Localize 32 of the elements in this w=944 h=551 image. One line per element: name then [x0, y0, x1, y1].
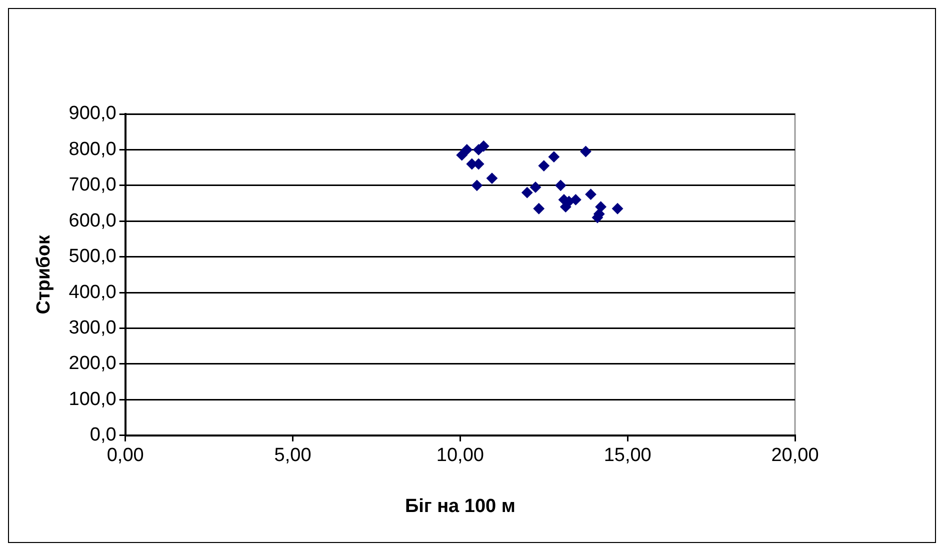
x-tick-label: 15,00: [604, 445, 652, 466]
point: [478, 140, 490, 152]
point: [555, 180, 566, 191]
y-tick-label: 200,0: [68, 353, 116, 374]
point: [533, 203, 544, 214]
y-tick-label: 100,0: [68, 388, 116, 410]
y-tick-label: 900,0: [68, 103, 116, 124]
x-tick-label: 0,00: [106, 445, 144, 466]
point: [585, 188, 596, 200]
point: [538, 160, 550, 172]
y-tick-label: 700,0: [68, 174, 116, 196]
y-tick-label: 800,0: [68, 138, 116, 160]
y-tick-label: 0,0: [90, 424, 116, 446]
point: [530, 182, 542, 193]
y-tick-label: 400,0: [68, 282, 116, 303]
y-tick-label: 300,0: [68, 318, 116, 338]
point: [522, 187, 533, 198]
point: [456, 150, 468, 161]
point: [548, 151, 560, 162]
x-tick-label: 10,00: [436, 445, 484, 466]
y-axis-title: Стрибок: [34, 234, 55, 314]
x-tick-label: 5,00: [274, 445, 312, 466]
point: [471, 180, 482, 191]
point: [461, 144, 472, 156]
x-tick-label: 20,00: [771, 445, 819, 466]
x-axis-title: Біг на 100 м: [404, 496, 516, 517]
point: [612, 203, 624, 214]
y-tick-label: 600,0: [68, 210, 116, 232]
y-tick-label: 500,0: [68, 246, 116, 268]
point: [486, 172, 498, 184]
point: [570, 194, 582, 206]
point: [580, 146, 592, 157]
